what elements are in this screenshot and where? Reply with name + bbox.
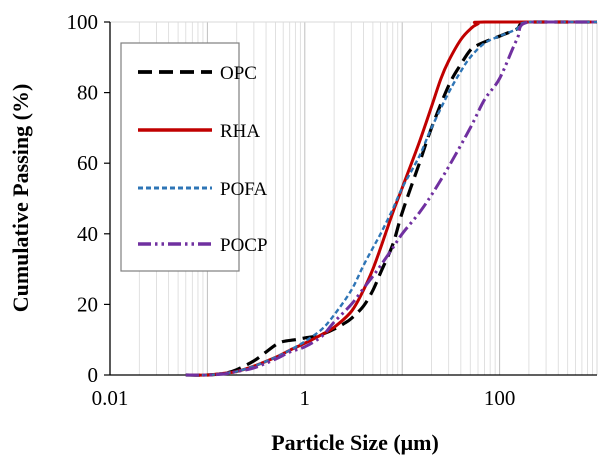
- series-line-rha: [185, 20, 597, 377]
- x-axis-title: Particle Size (μm): [271, 430, 439, 455]
- x-tick-label: 100: [484, 386, 516, 410]
- legend-label-pocp: POCP: [220, 235, 268, 256]
- legend-label-pofa: POFA: [220, 179, 267, 200]
- y-tick-label: 100: [67, 10, 99, 34]
- legend-box: [120, 42, 240, 272]
- legend-label-rha: RHA: [220, 121, 260, 142]
- series-line-pofa: [185, 20, 597, 377]
- tick-labels: 0 20 40 60 80 100 0.01 1 100: [67, 10, 516, 410]
- legend-label-opc: OPC: [220, 63, 257, 84]
- x-tick-label: 0.01: [92, 386, 129, 410]
- y-tick-label: 40: [77, 222, 98, 246]
- series-line-opc: [185, 20, 597, 377]
- y-tick-label: 60: [77, 151, 98, 175]
- y-tick-label: 20: [77, 292, 98, 316]
- series-line-pocp: [185, 20, 597, 377]
- y-tick-label: 80: [77, 81, 98, 105]
- y-tick-label: 0: [88, 363, 99, 387]
- y-axis-title: Cumulative Passing (%): [8, 84, 33, 313]
- x-tick-label: 1: [300, 386, 311, 410]
- legend: OPC RHA POFA POCP: [120, 42, 268, 272]
- series-lines: [185, 20, 597, 377]
